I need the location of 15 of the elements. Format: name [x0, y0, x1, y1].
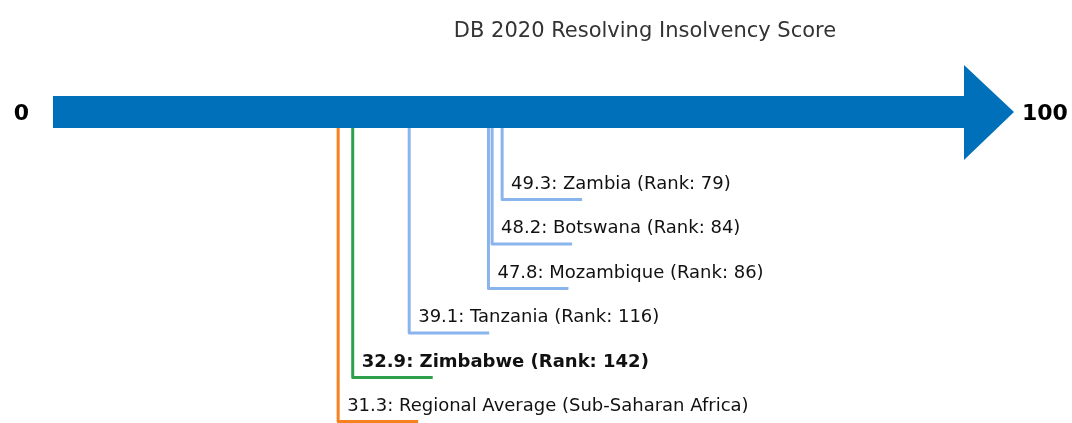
text: 0: [13, 99, 29, 125]
category-label: Botswana (Rank: 84): [552, 216, 741, 237]
category-label: Zambia (Rank: 79): [562, 171, 731, 193]
data-label: 49.3:: [511, 171, 558, 193]
data-label: 39.1:: [418, 305, 465, 326]
category-label: Mozambique (Rank: 86): [549, 260, 764, 282]
data-label: 31.3:: [347, 393, 394, 415]
data-label: 48.2:: [501, 216, 548, 237]
category-label: Zimbabwe (Rank: 142): [419, 349, 649, 371]
category-label: Tanzania (Rank: 116): [469, 305, 660, 326]
text: DB 2020 Resolving Insolvency Score: [453, 18, 837, 42]
text: 100: [1022, 99, 1068, 125]
data-label: 32.9:: [361, 349, 414, 371]
category-label: Regional Average (Sub-Saharan Africa): [399, 393, 749, 415]
data-label: 47.8:: [497, 260, 544, 282]
